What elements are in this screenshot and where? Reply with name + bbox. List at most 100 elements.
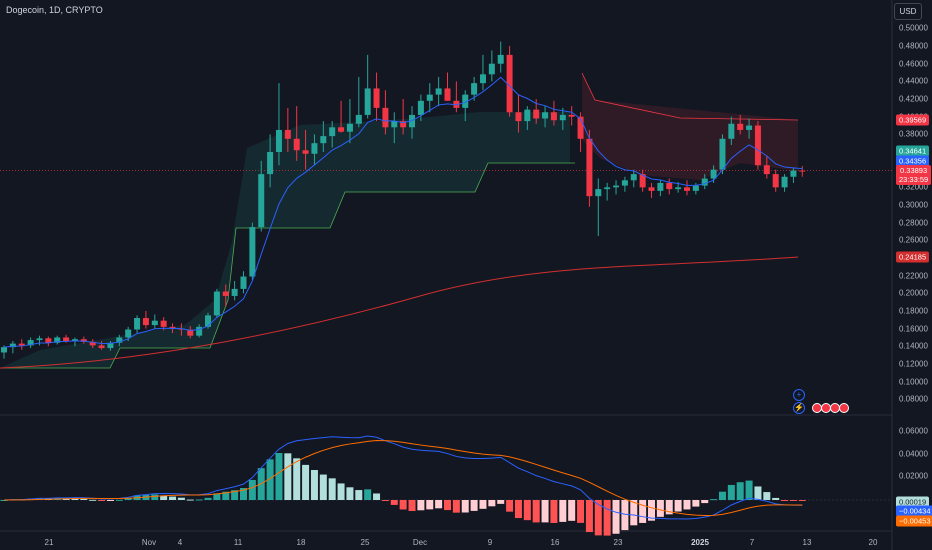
- candle-body: [701, 178, 708, 186]
- bear-cloud: [582, 73, 798, 180]
- candle-body: [426, 94, 433, 101]
- candle-body: [666, 182, 673, 190]
- candle-body: [497, 54, 504, 64]
- macd-line: [3, 435, 803, 520]
- candle-body: [249, 227, 256, 277]
- macd-histogram-bar: [328, 478, 336, 500]
- candle-body: [799, 170, 806, 172]
- time-tick-label: 18: [296, 538, 306, 547]
- candle-body: [36, 338, 43, 341]
- candle-body: [125, 329, 132, 338]
- macd-histogram-bar: [337, 483, 345, 500]
- macd-histogram-bar: [585, 500, 593, 533]
- candle-body: [160, 320, 167, 327]
- macd-histogram-bar: [266, 459, 274, 500]
- candle-body: [683, 187, 690, 191]
- price-tick-label: 0.46000: [899, 59, 928, 69]
- candle-body: [382, 107, 389, 128]
- macd-histogram-bar: [497, 500, 505, 504]
- macd-histogram-bar: [302, 464, 310, 500]
- candle-body: [169, 326, 176, 329]
- candle-body: [240, 276, 247, 289]
- currency-button[interactable]: USD: [894, 3, 922, 20]
- macd-histogram-bar: [461, 500, 469, 513]
- time-tick-label: Nov: [141, 538, 157, 547]
- macd-histogram-bar: [772, 497, 780, 500]
- macd-tick-label: 0.04000: [899, 449, 928, 458]
- macd-histogram-bar: [106, 500, 114, 501]
- macd-histogram-bar: [186, 499, 194, 501]
- candle-body: [462, 94, 469, 108]
- macd-histogram-bar: [98, 500, 106, 501]
- candle-body: [515, 112, 522, 122]
- macd-histogram-bar: [745, 480, 753, 500]
- price-tick-label: 0.20000: [899, 288, 928, 298]
- candle-body: [400, 121, 407, 128]
- candle-body: [258, 174, 265, 228]
- bar-countdown: 23:33:59: [899, 175, 929, 184]
- price-tick-label: 0.26000: [899, 235, 928, 245]
- macd-histogram-bar: [763, 492, 771, 500]
- macd-histogram-bar: [541, 500, 549, 523]
- macd-histogram-bar: [284, 453, 292, 500]
- candle-body: [533, 109, 540, 119]
- candle-body: [550, 112, 557, 121]
- candle-body: [27, 340, 34, 346]
- macd-histogram-bar: [665, 500, 673, 515]
- candle-body: [329, 127, 336, 137]
- candle-body: [80, 339, 87, 342]
- macd-histogram-bar: [310, 470, 318, 500]
- price-tick-label: 0.18000: [899, 306, 928, 316]
- candle-body: [444, 88, 451, 101]
- ema-line: [3, 76, 803, 348]
- candle-body: [710, 169, 717, 179]
- macd-histogram-bar: [319, 474, 327, 500]
- candle-body: [302, 150, 309, 154]
- candle-body: [196, 326, 203, 336]
- macd-line-badge: −0.00434: [896, 505, 932, 517]
- price-tick-label: 0.10000: [899, 377, 928, 387]
- macd-histogram-bar: [346, 487, 354, 500]
- macd-histogram-bar: [789, 500, 797, 501]
- macd-histogram-bar: [435, 500, 443, 509]
- time-tick-label: Dec: [412, 538, 428, 547]
- candle-body: [595, 189, 602, 197]
- ema-price-badge: 0.34356: [896, 155, 930, 167]
- macd-histogram-bar: [426, 500, 434, 510]
- macd-histogram-bar: [222, 491, 230, 500]
- macd-histogram-bar: [399, 500, 407, 510]
- symbol-legend[interactable]: Dogecoin, 1D, CRYPTO: [6, 5, 103, 15]
- candle-body: [559, 114, 566, 121]
- candle-body: [134, 318, 141, 330]
- candle-body: [320, 136, 327, 144]
- candle-body: [657, 182, 664, 191]
- price-tick-label: 0.42000: [899, 94, 928, 104]
- macd-histogram-bar: [390, 500, 398, 505]
- macd-histogram-bar: [550, 500, 558, 523]
- candle-body: [293, 138, 300, 151]
- candle-body: [98, 345, 105, 349]
- candle-body: [187, 329, 194, 336]
- candle-body: [639, 174, 646, 188]
- time-tick-label: 4: [177, 538, 183, 547]
- macd-tick-label: 0.02000: [899, 471, 928, 481]
- candle-body: [89, 341, 96, 346]
- macd-histogram-bar: [444, 500, 451, 511]
- candle-body: [675, 187, 682, 190]
- macd-histogram-bar: [736, 482, 744, 500]
- lightning-icon[interactable]: ⚡: [793, 402, 805, 414]
- candle-body: [772, 174, 779, 188]
- add-plus-icon[interactable]: +: [793, 389, 805, 401]
- ma200-price-badge: 0.24185: [896, 251, 930, 263]
- ma200-line: [0, 256, 799, 369]
- macd-histogram-bar: [577, 500, 585, 523]
- candle-body: [355, 114, 362, 124]
- replay-marker-icon[interactable]: [839, 403, 849, 413]
- bull-cloud: [0, 112, 570, 368]
- macd-histogram-bar: [630, 500, 638, 526]
- candle-body: [568, 114, 575, 117]
- macd-histogram-bar: [603, 500, 611, 536]
- time-tick-label: 11: [233, 538, 243, 547]
- last-price-value: 0.33893: [900, 166, 928, 175]
